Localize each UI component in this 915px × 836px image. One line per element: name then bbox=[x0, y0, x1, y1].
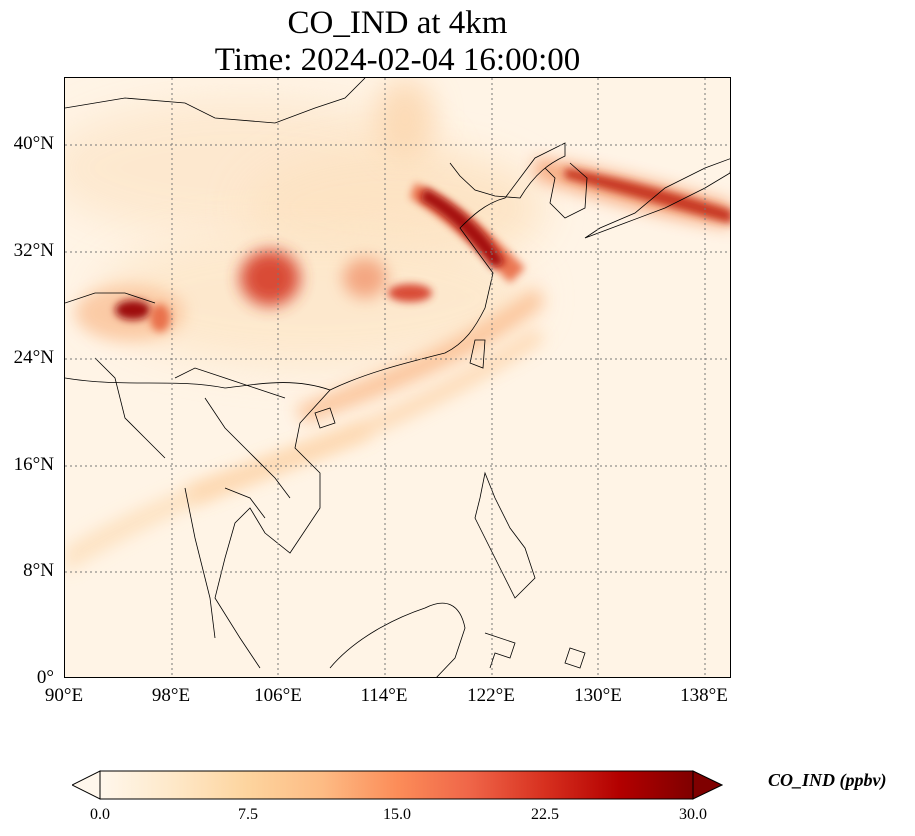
colorbar-label: CO_IND (ppbv) bbox=[768, 770, 887, 790]
lat-tick-32n: 32°N bbox=[13, 240, 54, 261]
coastline-japan bbox=[584, 158, 730, 239]
colorbar-tick-30: 30.0 bbox=[679, 806, 707, 823]
border-vietnam-laos bbox=[204, 397, 291, 499]
coastline-indochina bbox=[65, 377, 331, 669]
plume-hubei bbox=[343, 258, 387, 298]
lon-tick-106e: 106°E bbox=[254, 685, 302, 706]
border-india bbox=[65, 292, 156, 304]
title-line-1: CO_IND at 4km bbox=[287, 5, 508, 41]
plume-coastal-band bbox=[295, 288, 545, 423]
coastline-new-guinea bbox=[564, 647, 586, 669]
lon-tick-122e: 122°E bbox=[467, 685, 515, 706]
colorbar-tick-22-5: 22.5 bbox=[531, 806, 559, 823]
border-thailand-cambodia bbox=[224, 487, 266, 519]
colorbar-tick-0: 0.0 bbox=[90, 806, 110, 823]
lon-tick-98e: 98°E bbox=[151, 685, 191, 706]
lat-tick-40n: 40°N bbox=[13, 133, 54, 154]
border-mongolia bbox=[65, 78, 366, 124]
map-canvas bbox=[65, 78, 730, 677]
plume-assam bbox=[150, 304, 170, 332]
map-panel bbox=[64, 77, 731, 678]
plume-japan-core bbox=[565, 168, 730, 224]
colorbar-max-extend bbox=[692, 770, 723, 800]
coastline-borneo bbox=[329, 602, 466, 677]
lat-tick-16n: 16°N bbox=[13, 454, 54, 475]
plume-jiangxi bbox=[388, 284, 432, 302]
coastline-philippines bbox=[474, 471, 536, 599]
lon-tick-114e: 114°E bbox=[360, 685, 408, 706]
plume-yangtze-core bbox=[420, 188, 505, 268]
plume-sichuan bbox=[240, 250, 300, 306]
coastline-china bbox=[329, 142, 566, 391]
colorbar-min-extend bbox=[72, 770, 101, 800]
colorbar-gradient bbox=[99, 770, 694, 800]
lon-tick-90e: 90°E bbox=[44, 685, 84, 706]
border-yunnan bbox=[174, 367, 286, 399]
gridlines bbox=[65, 78, 730, 677]
lat-tick-24n: 24°N bbox=[13, 347, 54, 368]
lat-tick-8n: 8°N bbox=[23, 560, 54, 581]
border-myanmar bbox=[94, 357, 166, 459]
coastline-sulawesi bbox=[484, 632, 516, 669]
co-concentration-field bbox=[65, 78, 730, 573]
lat-tick-0: 0° bbox=[36, 667, 54, 688]
coastline-hainan bbox=[314, 407, 336, 429]
coastlines bbox=[65, 78, 730, 677]
lon-tick-138e: 138°E bbox=[680, 685, 728, 706]
title-line-2: Time: 2024-02-04 16:00:00 bbox=[214, 42, 581, 78]
plume-bangladesh bbox=[115, 300, 151, 320]
plume-inner-china bbox=[95, 228, 535, 368]
plume-south-china-sea bbox=[185, 328, 545, 503]
plume-north-edge bbox=[375, 78, 435, 158]
colorbar bbox=[72, 770, 723, 800]
coastline-korea bbox=[544, 162, 588, 219]
coastline-taiwan bbox=[469, 339, 486, 369]
colorbar-tick-7-5: 7.5 bbox=[238, 806, 258, 823]
lon-tick-130e: 130°E bbox=[574, 685, 622, 706]
coastline-malay bbox=[184, 487, 216, 639]
colorbar-tick-15: 15.0 bbox=[383, 806, 411, 823]
